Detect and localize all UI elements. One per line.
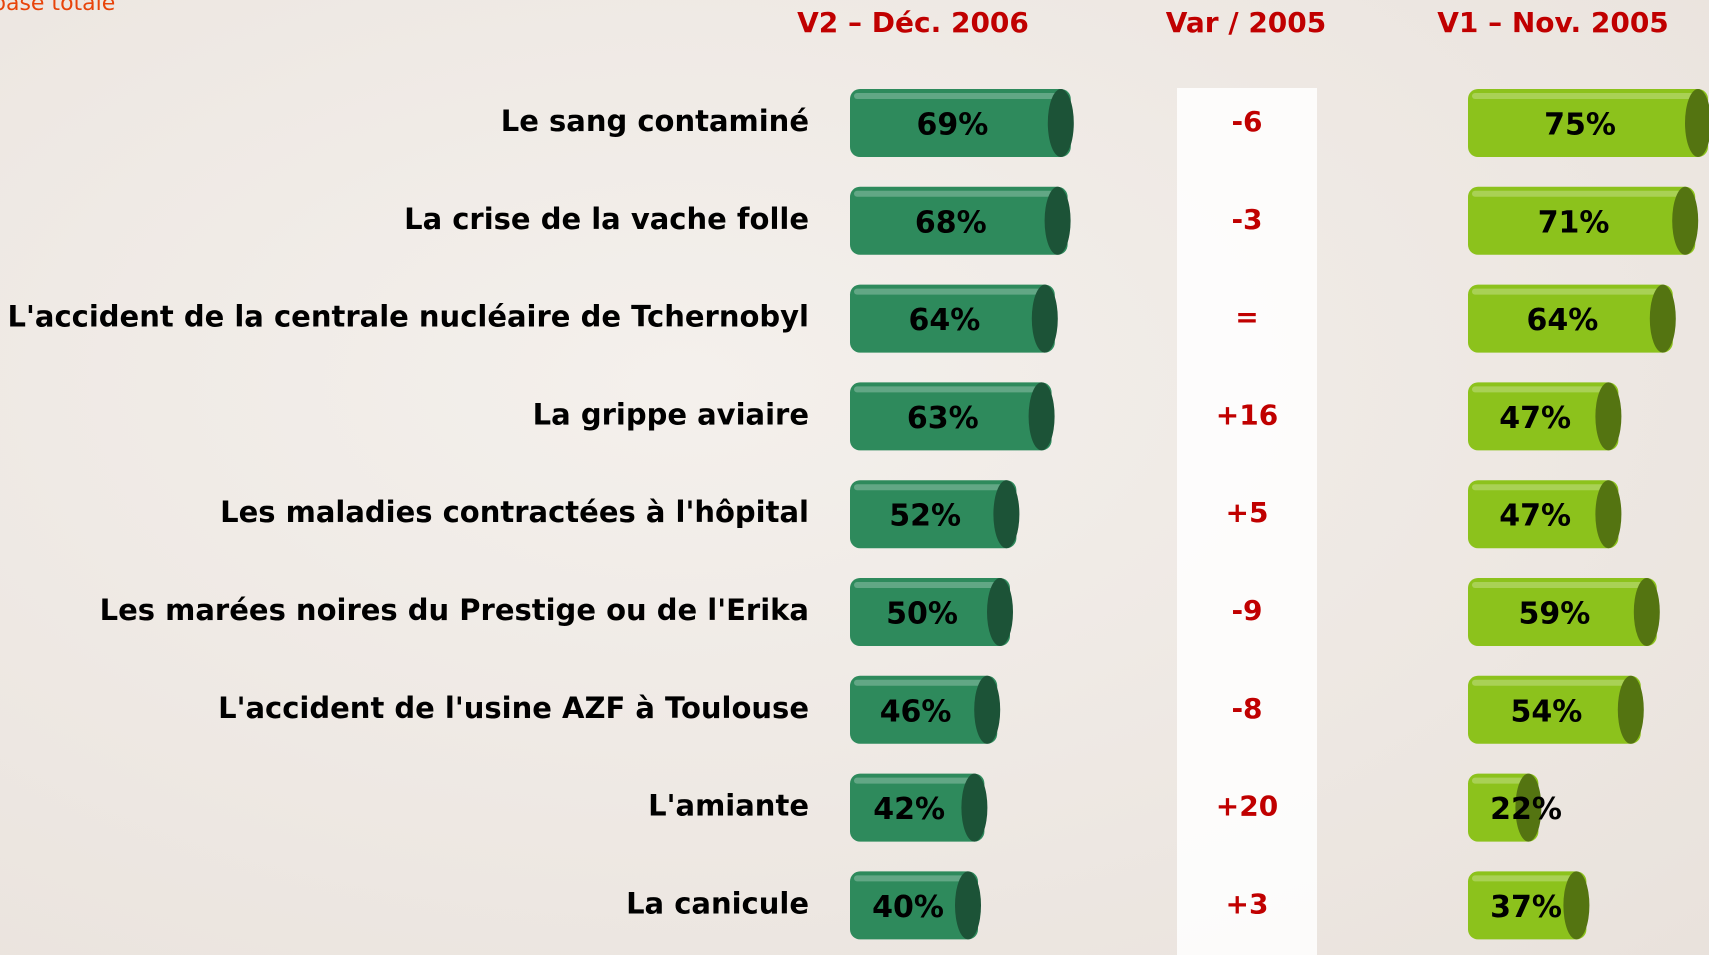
bar: [850, 675, 998, 744]
variation-label: -6: [1231, 105, 1262, 138]
bar: [850, 871, 978, 940]
bar: [1468, 382, 1619, 451]
bar-cap: [961, 773, 988, 842]
bar-cap: [1649, 284, 1676, 353]
bar: [850, 773, 985, 842]
category-label: L'accident de la centrale nucléaire de T…: [8, 300, 809, 334]
value-label: 52%: [889, 499, 961, 534]
category-label: L'accident de l'usine AZF à Toulouse: [218, 691, 809, 725]
variation-label: +3: [1226, 887, 1269, 920]
value-label: 63%: [907, 401, 979, 436]
variation-label: +16: [1216, 398, 1278, 431]
bar-highlight: [854, 484, 1005, 491]
value-label: 40%: [872, 890, 944, 925]
bar-highlight: [1472, 93, 1696, 99]
bar-highlight: [854, 288, 1043, 295]
category-label: La crise de la vache folle: [404, 202, 809, 236]
variation-column: [1177, 88, 1317, 955]
bar-cap: [1515, 773, 1542, 842]
value-label: 64%: [908, 303, 980, 338]
bar-cap: [1047, 89, 1074, 157]
bar-highlight: [854, 777, 973, 784]
bar: [1468, 480, 1619, 549]
bar: [1468, 284, 1673, 353]
value-label: 59%: [1518, 597, 1590, 632]
bar-highlight: [1472, 190, 1684, 197]
category-label: Les maladies contractées à l'hôpital: [220, 495, 809, 529]
bar-cap: [1028, 382, 1055, 451]
variation-label: -3: [1231, 203, 1262, 236]
bar: [1468, 89, 1708, 157]
bar-highlight: [1472, 582, 1645, 588]
bar-cap: [1031, 284, 1058, 353]
bar: [850, 480, 1017, 549]
value-label: 22%: [1490, 792, 1562, 827]
bar-highlight: [1472, 386, 1607, 393]
value-label: 50%: [886, 597, 958, 632]
value-label: 64%: [1526, 303, 1598, 338]
category-label: La grippe aviaire: [533, 397, 809, 431]
value-label: 75%: [1544, 108, 1616, 143]
bar-cap: [987, 578, 1013, 646]
bar-highlight: [854, 875, 966, 882]
value-label: 68%: [915, 205, 987, 240]
bar-highlight: [854, 582, 998, 588]
value-label: 71%: [1538, 205, 1610, 240]
value-label: 42%: [873, 792, 945, 827]
subtitle: base totale: [0, 0, 115, 16]
bar: [850, 578, 1010, 646]
value-label: 54%: [1510, 694, 1582, 729]
bar: [850, 382, 1052, 451]
bar-highlight: [1472, 875, 1575, 882]
bar-highlight: [854, 190, 1056, 197]
bar-cap: [1595, 480, 1622, 549]
series-header: V2 – Déc. 2006: [797, 6, 1029, 39]
value-label: 37%: [1490, 890, 1562, 925]
bar-highlight: [1472, 288, 1661, 295]
bar-cap: [993, 480, 1020, 549]
bar-cap: [1685, 89, 1709, 157]
bar-highlight: [854, 93, 1059, 99]
bar-highlight: [1472, 777, 1527, 784]
bar: [850, 284, 1055, 353]
bar-highlight: [854, 679, 986, 686]
series-header: V1 – Nov. 2005: [1437, 6, 1669, 39]
category-label: L'amiante: [648, 789, 809, 823]
variation-label: +5: [1226, 496, 1269, 529]
category-label: Les marées noires du Prestige ou de l'Er…: [100, 593, 809, 627]
bar-highlight: [854, 386, 1040, 393]
bar-cap: [1044, 186, 1071, 255]
bar: [850, 186, 1068, 255]
bar: [1468, 871, 1587, 940]
bar-cap: [1595, 382, 1622, 451]
bar-cap: [974, 675, 1001, 744]
value-label: 46%: [880, 694, 952, 729]
bar-cap: [1633, 578, 1660, 646]
variation-label: +20: [1216, 790, 1278, 823]
value-label: 69%: [916, 108, 988, 143]
bar: [1468, 186, 1696, 255]
variation-label: -8: [1231, 692, 1262, 725]
bar-highlight: [1472, 679, 1629, 686]
bar-cap: [1563, 871, 1590, 940]
bar: [1468, 578, 1657, 646]
variation-header: Var / 2005: [1166, 6, 1327, 39]
variation-label: -9: [1231, 594, 1262, 627]
value-label: 47%: [1499, 401, 1571, 436]
category-label: La canicule: [626, 886, 809, 920]
category-label: Le sang contaminé: [501, 104, 809, 138]
bar-cap: [1672, 186, 1699, 255]
bar-highlight: [1472, 484, 1607, 491]
bar-cap: [955, 871, 981, 940]
variation-label: =: [1235, 301, 1258, 334]
value-label: 47%: [1499, 499, 1571, 534]
bar: [850, 89, 1071, 157]
bar: [1468, 675, 1641, 744]
bar-cap: [1617, 675, 1644, 744]
